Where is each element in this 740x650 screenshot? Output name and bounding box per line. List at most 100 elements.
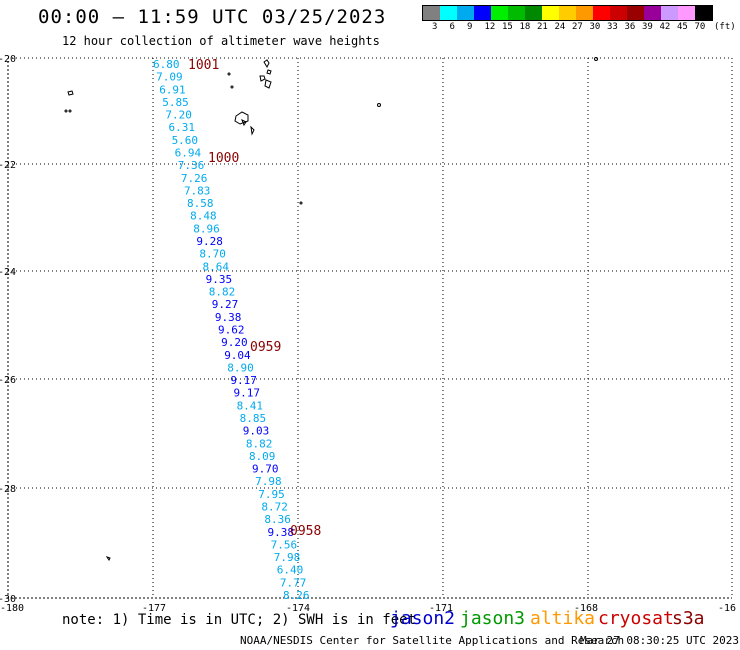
scale-tick-label: 24 bbox=[554, 22, 566, 32]
wave-height-value: 8.70 bbox=[199, 248, 226, 261]
scale-swatch bbox=[559, 6, 576, 20]
scale-tick-label: 30 bbox=[589, 22, 601, 32]
wave-height-value: 9.28 bbox=[196, 235, 223, 248]
map-grid bbox=[7, 57, 733, 599]
wave-height-value: 8.36 bbox=[264, 513, 291, 526]
pass-time-label: 0958 bbox=[290, 524, 321, 539]
scale-tick-label: 33 bbox=[607, 22, 618, 32]
wave-height-value: 8.64 bbox=[203, 260, 230, 273]
wave-height-value: 6.80 bbox=[153, 58, 180, 71]
pass-time-label: 1000 bbox=[208, 151, 239, 166]
wave-height-value: 6.40 bbox=[277, 564, 304, 577]
wave-height-value: 7.09 bbox=[156, 71, 183, 84]
scale-swatch bbox=[593, 6, 610, 20]
scale-unit-label: (ft) bbox=[714, 22, 736, 32]
scale-swatch bbox=[440, 6, 457, 20]
island-shape bbox=[259, 75, 266, 82]
wave-height-value: 6.91 bbox=[159, 83, 186, 96]
scale-swatch bbox=[423, 6, 440, 20]
wave-height-value: 8.26 bbox=[283, 589, 310, 602]
satellite-legend-cryosat: cryosat bbox=[598, 608, 674, 629]
wave-height-value: 9.62 bbox=[218, 324, 245, 337]
footer-note: note: 1) Time is in UTC; 2) SWH is in fe… bbox=[62, 612, 417, 628]
lon-label: -16 bbox=[718, 603, 736, 614]
scale-tick-label: 6 bbox=[449, 22, 455, 32]
wave-height-value: 7.20 bbox=[165, 109, 192, 122]
satellite-legend-altika: altika bbox=[530, 608, 596, 629]
lat-label: -26 bbox=[0, 375, 16, 386]
island-dot bbox=[230, 85, 234, 89]
wave-height-value: 5.85 bbox=[162, 96, 189, 109]
wave-height-value: 9.35 bbox=[206, 273, 233, 286]
wave-height-value: 7.95 bbox=[258, 488, 285, 501]
scale-swatch bbox=[457, 6, 474, 20]
island-dot bbox=[64, 109, 68, 113]
wave-height-value: 9.03 bbox=[243, 425, 270, 438]
pass-time-label: 1001 bbox=[188, 58, 219, 73]
lon-label: -180 bbox=[0, 603, 24, 614]
wave-height-value: 8.82 bbox=[209, 286, 236, 299]
wave-height-value: 8.90 bbox=[227, 361, 254, 374]
island-shape bbox=[250, 125, 255, 136]
wave-height-value: 7.98 bbox=[255, 475, 282, 488]
island-shape bbox=[266, 69, 272, 75]
island-shape bbox=[67, 90, 74, 96]
lat-label: -22 bbox=[0, 160, 16, 171]
lat-label: -30 bbox=[0, 594, 16, 605]
scale-tick-label: 45 bbox=[677, 22, 688, 32]
map-frame bbox=[7, 57, 733, 599]
wave-height-value: 5.60 bbox=[172, 134, 199, 147]
scale-swatch bbox=[576, 6, 593, 20]
satellite-legend-jason2: jason2 bbox=[390, 608, 456, 629]
lon-label: -174 bbox=[286, 603, 310, 614]
wave-height-value: 8.72 bbox=[261, 501, 288, 514]
wave-height-value: 7.56 bbox=[271, 538, 298, 551]
island-shape bbox=[264, 79, 272, 89]
wave-height-value: 9.20 bbox=[221, 336, 248, 349]
generated-timestamp: Mar 27 08:30:25 UTC 2023 bbox=[580, 634, 739, 647]
wave-height-value: 8.41 bbox=[237, 399, 263, 412]
latitude-labels: -20 -22 -24 -26 -28 -30 bbox=[0, 54, 16, 605]
map-subtitle: 12 hour collection of altimeter wave hei… bbox=[62, 34, 380, 48]
satellite-legend-jason3: jason3 bbox=[460, 608, 526, 629]
island-shape bbox=[263, 59, 270, 69]
wave-height-value: 9.38 bbox=[268, 526, 295, 539]
scale-swatch bbox=[610, 6, 627, 20]
wave-height-value: 9.27 bbox=[212, 298, 239, 311]
wave-height-value: 7.26 bbox=[181, 172, 208, 185]
scale-tick-label: 36 bbox=[624, 22, 636, 32]
scale-tick-label: 3 bbox=[432, 22, 438, 32]
scale-swatch bbox=[474, 6, 491, 20]
wave-height-value: 9.04 bbox=[224, 349, 251, 362]
wave-height-value: 8.96 bbox=[193, 222, 220, 235]
wave-height-value: 7.77 bbox=[280, 576, 307, 589]
track-times: 1001 1000 0959 0958 bbox=[188, 58, 321, 539]
scale-tick-label: 18 bbox=[519, 22, 531, 32]
lon-label: -171 bbox=[429, 603, 453, 614]
scale-tick-label: 21 bbox=[537, 22, 548, 32]
satellite-legend-s3a: s3a bbox=[672, 608, 705, 629]
color-scale-labels: 3 6 9 12 15 18 21 24 27 30 33 36 39 42 45 70 bbox=[422, 22, 722, 34]
island-dot bbox=[377, 103, 381, 107]
wave-height-value: 7.98 bbox=[274, 551, 301, 564]
scale-tick-label: 9 bbox=[467, 22, 473, 32]
island-shape bbox=[241, 118, 247, 127]
credits-text: NOAA/NESDIS Center for Satellite Applica… bbox=[240, 634, 625, 647]
scale-swatch bbox=[508, 6, 525, 20]
lon-label: -168 bbox=[574, 603, 598, 614]
wave-height-value: 8.85 bbox=[240, 412, 267, 425]
wave-height-value: 9.17 bbox=[230, 374, 257, 387]
island-shape bbox=[234, 111, 249, 125]
wave-height-value: 6.94 bbox=[175, 147, 202, 160]
island-outlines bbox=[64, 57, 598, 561]
island-shape bbox=[105, 556, 111, 561]
island-dot bbox=[227, 72, 231, 76]
scale-swatch bbox=[542, 6, 559, 20]
lat-label: -28 bbox=[0, 484, 16, 495]
scale-tick-label: 12 bbox=[484, 22, 496, 32]
wave-height-value: 8.09 bbox=[249, 450, 276, 463]
scale-swatch bbox=[678, 6, 695, 20]
scale-swatch bbox=[695, 6, 712, 20]
lat-label: -24 bbox=[0, 267, 16, 278]
